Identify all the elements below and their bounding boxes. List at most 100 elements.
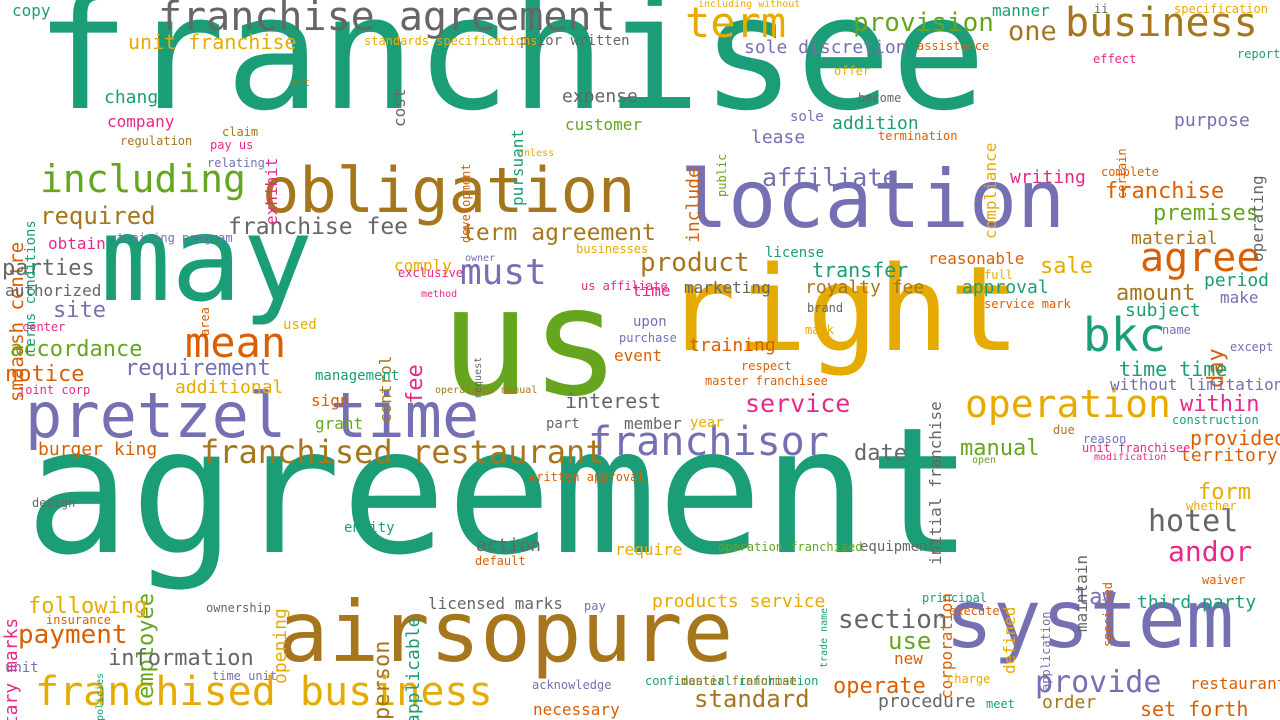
- word-site: site: [53, 298, 106, 323]
- word-waiver: waiver: [1202, 573, 1246, 587]
- word-report: report: [1237, 47, 1280, 61]
- word-compliance: compliance: [981, 142, 1000, 239]
- word-authorized: authorized: [5, 281, 102, 300]
- word-master-franchise: master franchise: [681, 674, 797, 688]
- word-sign: sign: [311, 391, 350, 410]
- word-make: make: [1220, 288, 1259, 307]
- word-exclusive: exclusive: [398, 266, 464, 280]
- word-manner: manner: [992, 1, 1050, 20]
- word-unit-franchise: unit franchise: [128, 30, 297, 54]
- word-require: require: [615, 540, 683, 559]
- word-relating: relating: [207, 156, 265, 170]
- word-products-service: products service: [652, 591, 826, 612]
- word-burger-king: burger king: [38, 439, 158, 460]
- word-due: due: [1053, 423, 1075, 437]
- word-right: right: [665, 240, 1021, 378]
- word-businesses: businesses: [576, 242, 649, 256]
- word-bkc: bkc: [1083, 308, 1167, 362]
- word-manual: manual: [960, 436, 1040, 461]
- word-andor: andor: [1168, 535, 1253, 568]
- word-customer: customer: [565, 115, 643, 134]
- word-purchase: purchase: [619, 331, 677, 345]
- word-section: section: [838, 605, 948, 635]
- word-order: order: [1042, 692, 1097, 713]
- word-franchised-restaurant: franchised restaurant: [200, 433, 605, 471]
- word-open: open: [972, 455, 997, 466]
- word-operations-manual: operations manual: [435, 385, 538, 396]
- word-us-affiliate: us affiliate: [581, 279, 668, 293]
- word-unit-franchisee: unit franchisee: [1082, 441, 1191, 455]
- word-training-program: training program: [117, 231, 233, 245]
- word-person: person: [370, 640, 395, 720]
- word-amount: amount: [1116, 281, 1196, 306]
- word-charge: charge: [947, 672, 991, 686]
- word-obligation: obligation: [262, 154, 636, 227]
- word-lease: lease: [751, 127, 806, 148]
- word-upon: upon: [633, 314, 667, 330]
- word-cost: cost: [390, 88, 409, 127]
- word-reasonable: reasonable: [928, 249, 1025, 268]
- word-management: management: [315, 368, 400, 384]
- word-new: new: [894, 649, 923, 668]
- word-method: method: [421, 289, 458, 300]
- word-date: date: [854, 441, 907, 466]
- word-used: used: [283, 317, 317, 333]
- word-name: name: [1162, 323, 1191, 337]
- word-form: form: [1198, 480, 1251, 505]
- word-term: term: [685, 0, 787, 47]
- word-terms-conditions: terms conditions: [23, 220, 39, 355]
- word-must: must: [460, 252, 547, 293]
- word-training: training: [689, 335, 776, 356]
- word-control: control: [376, 355, 395, 423]
- word-franchised-business: franchised business: [35, 669, 493, 715]
- word-restaurant: restaurant: [1190, 674, 1280, 693]
- word-pay-us: pay us: [210, 138, 254, 152]
- word-within: within: [1180, 392, 1260, 417]
- word-entity: entity: [344, 520, 395, 536]
- word-payment: payment: [18, 620, 128, 650]
- word-operate: operate: [833, 674, 926, 699]
- word-development: development: [459, 163, 473, 243]
- word-center: center: [22, 320, 66, 334]
- word-sale: sale: [1040, 254, 1093, 279]
- word-member: member: [624, 414, 682, 433]
- word-pretzel: pretzel: [25, 379, 287, 452]
- word-without-limitation: without limitation: [1110, 375, 1280, 394]
- word-sole: sole: [790, 109, 824, 125]
- word-material: material: [1131, 228, 1218, 249]
- word-ii: ii: [1094, 2, 1109, 16]
- word-assistance: assistance: [917, 39, 990, 53]
- word-trade-name: trade name: [819, 607, 830, 668]
- word-offer: offer: [834, 64, 871, 78]
- word-hotel: hotel: [1148, 504, 1239, 539]
- word-pay: pay: [584, 599, 606, 613]
- word-expense: expense: [562, 86, 638, 107]
- word-law: law: [1076, 585, 1116, 610]
- word-including: including: [40, 157, 246, 201]
- word-meet: meet: [986, 697, 1015, 711]
- word-grant: grant: [315, 414, 364, 433]
- word-including-without: including without: [698, 0, 801, 10]
- word-franchisee: franchisee: [35, 0, 987, 146]
- word-company: company: [107, 112, 175, 131]
- word-public: public: [715, 153, 729, 197]
- word-modification: modification: [1094, 452, 1167, 463]
- word-subject: subject: [1125, 300, 1201, 321]
- word-use: use: [888, 627, 932, 655]
- word-maintain: maintain: [1072, 554, 1091, 632]
- word-writing: writing: [1010, 167, 1086, 188]
- word-year: year: [690, 415, 724, 431]
- word-construction: construction: [1172, 413, 1259, 427]
- word-principal: principal: [922, 591, 988, 605]
- word-product: product: [640, 248, 750, 278]
- word-franchise-fee: franchise fee: [228, 214, 409, 240]
- word-comply: comply: [394, 256, 452, 275]
- word-default: default: [475, 554, 526, 568]
- word-exhibit: exhibit: [262, 157, 281, 225]
- word-action: action: [476, 535, 542, 556]
- word-acknowledge: acknowledge: [532, 678, 612, 692]
- word-approval: approval: [962, 277, 1049, 298]
- word-regulation: regulation: [120, 134, 193, 148]
- word-parties: parties: [2, 256, 95, 281]
- word-ownership: ownership: [206, 601, 272, 615]
